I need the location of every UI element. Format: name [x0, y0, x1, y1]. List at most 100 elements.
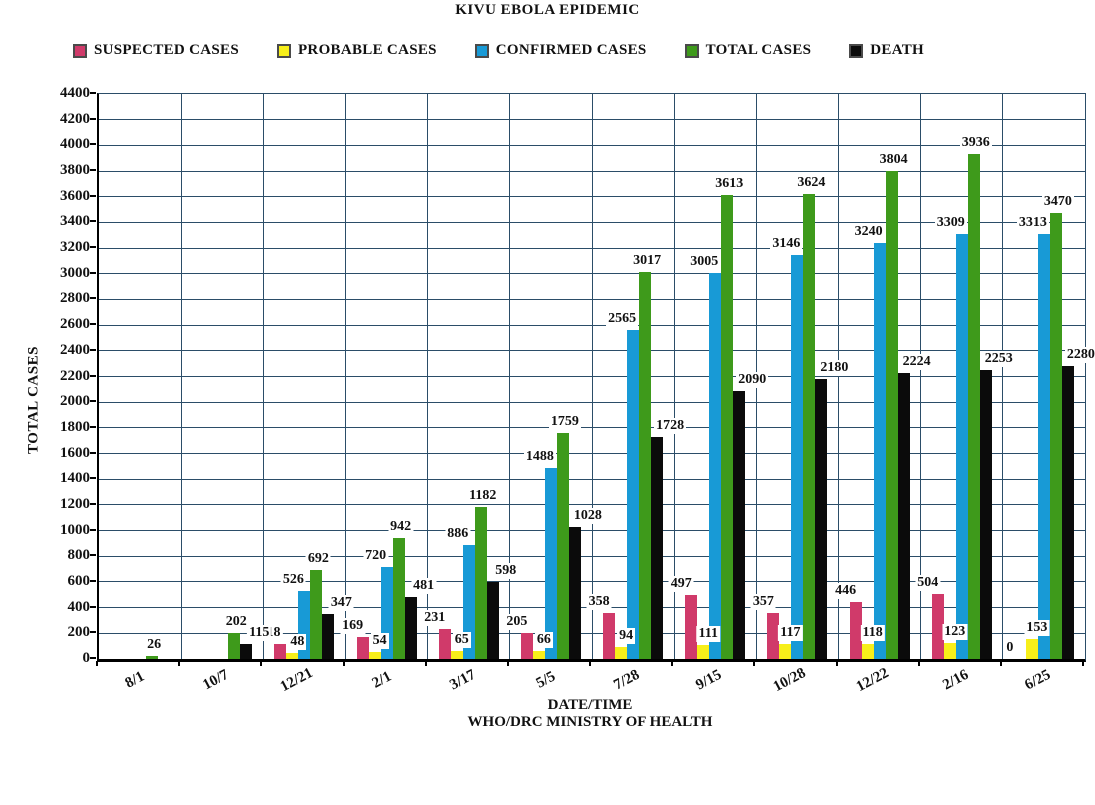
bar-value-label: 153 — [1024, 620, 1050, 637]
bar-value-label: 54 — [370, 633, 389, 650]
bar-value-label: 497 — [668, 576, 694, 593]
y-tick-mark — [90, 374, 96, 377]
bar-value-label: 504 — [915, 575, 941, 592]
bar-value-label: 481 — [411, 578, 437, 595]
y-tick-mark — [90, 631, 96, 634]
bar-probable-cases-12-21 — [286, 652, 299, 659]
bar-value-label: 205 — [504, 613, 530, 630]
x-axis-subtitle: WHO/DRC MINISTRY OF HEALTH — [467, 714, 713, 730]
bar-death-6-25 — [1061, 366, 1074, 659]
bar-value-label: 3017 — [631, 252, 664, 269]
x-tick-label-6-25: 6/25 — [1022, 666, 1054, 694]
bar-total-cases-3-17 — [474, 507, 487, 659]
bar-total-cases-9-15 — [721, 195, 734, 659]
bar-value-label: 111 — [696, 625, 720, 642]
y-tick-mark — [90, 528, 96, 531]
x-tick-mark — [260, 661, 263, 666]
bar-death-12-21 — [322, 614, 335, 659]
y-tick-label: 1000 — [60, 521, 90, 538]
x-tick-label-2-1: 2/1 — [369, 668, 394, 692]
y-tick-label: 0 — [82, 650, 91, 666]
legend: SUSPECTED CASES PROBABLE CASES CONFIRMED C… — [73, 42, 924, 59]
bar-suspected-cases-10-28 — [767, 613, 780, 659]
legend-item-total-cases: TOTAL CASES — [684, 42, 812, 59]
y-tick-label: 1800 — [60, 418, 90, 435]
bar-value-label: 66 — [534, 631, 553, 648]
gridline-v — [673, 94, 675, 659]
bar-value-label: 2280 — [1064, 347, 1095, 364]
bar-value-label: 118 — [860, 624, 885, 641]
bar-value-label: 357 — [750, 594, 776, 611]
x-tick-mark — [1082, 661, 1084, 666]
bar-probable-cases-7-28 — [615, 646, 628, 659]
bar-probable-cases-3-17 — [450, 650, 463, 659]
bar-total-cases-10-28 — [803, 193, 816, 659]
bar-death-7-28 — [651, 437, 664, 659]
x-tick-mark — [589, 661, 591, 666]
y-tick-mark — [90, 657, 96, 659]
bar-value-label: 2090 — [736, 371, 769, 388]
y-tick-mark — [90, 323, 96, 326]
legend-swatch-death — [849, 43, 864, 58]
legend-item-death: DEATH — [849, 42, 924, 59]
bar-confirmed-cases-12-22 — [873, 242, 886, 659]
x-tick-label-2-16: 2/16 — [939, 666, 972, 694]
x-axis-title: DATE/TIME — [547, 697, 633, 713]
x-tick-label-12-21: 12/21 — [278, 664, 316, 696]
bar-total-cases-10-7 — [228, 633, 241, 659]
y-tick-mark — [90, 271, 96, 274]
x-tick-mark — [671, 661, 674, 666]
y-tick-label: 200 — [67, 624, 91, 641]
bar-confirmed-cases-7-28 — [627, 329, 640, 659]
bar-value-label: 358 — [586, 594, 612, 611]
x-tick-label-10-28: 10/28 — [771, 664, 809, 696]
bar-value-label: 123 — [942, 624, 968, 641]
y-tick-label: 3200 — [60, 239, 90, 256]
gridline-v — [509, 94, 511, 659]
bar-value-label: 1182 — [467, 488, 499, 505]
y-tick-mark — [90, 194, 96, 197]
bar-probable-cases-9-15 — [697, 644, 710, 659]
y-tick-label: 4000 — [60, 136, 90, 153]
x-tick-mark — [753, 661, 756, 666]
bar-suspected-cases-2-1 — [356, 637, 369, 659]
bar-death-5-5 — [568, 527, 581, 659]
bar-death-3-17 — [486, 582, 499, 659]
bar-value-label: 1728 — [654, 418, 687, 435]
bar-total-cases-12-21 — [310, 570, 323, 659]
bar-suspected-cases-5-5 — [520, 632, 533, 659]
bar-probable-cases-2-1 — [368, 652, 381, 659]
y-tick-mark — [90, 502, 96, 505]
y-tick-mark — [90, 297, 96, 300]
gridline-v — [1002, 94, 1004, 659]
bar-value-label: 2253 — [982, 350, 1015, 367]
y-tick-mark — [90, 400, 96, 403]
legend-swatch-suspected-cases — [73, 43, 87, 58]
bar-value-label: 2180 — [818, 360, 851, 377]
y-tick-mark — [90, 220, 96, 223]
bar-value-label: 26 — [145, 636, 164, 653]
legend-swatch-total-cases — [684, 43, 699, 58]
x-tick-label-7-28: 7/28 — [611, 666, 643, 694]
bar-total-cases-2-1 — [392, 538, 405, 659]
bar-probable-cases-12-22 — [861, 643, 874, 659]
x-tick-mark — [96, 661, 98, 666]
bar-death-2-1 — [404, 597, 417, 659]
y-tick-mark — [90, 554, 96, 557]
bar-suspected-cases-9-15 — [685, 595, 698, 659]
x-tick-mark — [424, 661, 427, 666]
bar-value-label: 2224 — [900, 354, 933, 371]
y-tick-label: 600 — [67, 572, 91, 589]
bar-confirmed-cases-2-16 — [955, 234, 968, 659]
legend-item-confirmed-cases: CONFIRMED CASES — [474, 42, 647, 59]
x-tick-label-3-17: 3/17 — [446, 666, 479, 694]
y-tick-mark — [90, 451, 96, 454]
y-tick-label: 3000 — [60, 264, 90, 281]
bar-value-label: 3005 — [688, 254, 721, 271]
x-tick-label-5-5: 5/5 — [533, 668, 559, 692]
bar-value-label: 3470 — [1041, 194, 1074, 211]
bar-confirmed-cases-3-17 — [462, 545, 475, 659]
legend-label: SUSPECTED CASES — [94, 42, 239, 58]
bar-value-label: 3146 — [770, 236, 803, 253]
y-tick-mark — [90, 579, 96, 582]
